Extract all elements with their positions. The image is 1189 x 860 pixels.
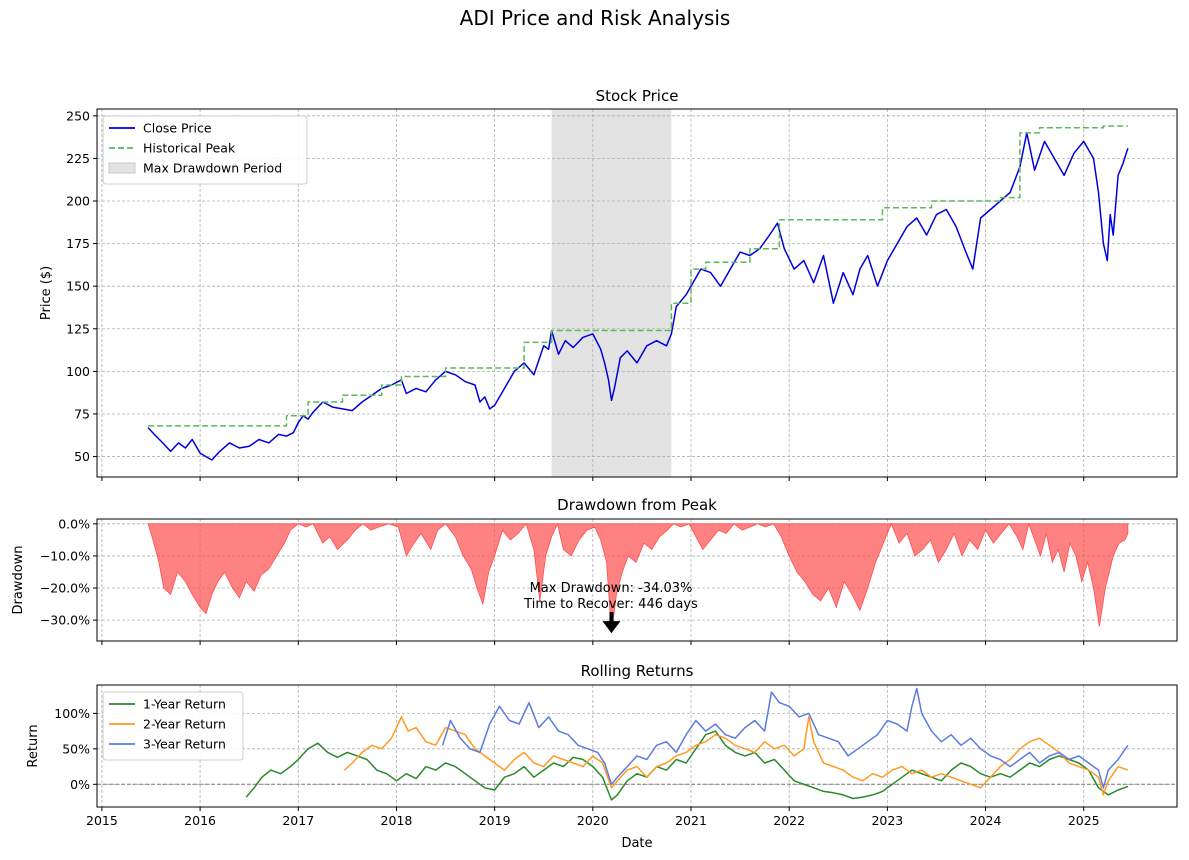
legend-label: Historical Peak: [143, 141, 236, 156]
x-tick-label: 2024: [970, 813, 1002, 828]
series-line: [441, 687, 1129, 789]
annotation-line-2: Time to Recover: 446 days: [523, 597, 698, 612]
y-axis-label: Return: [26, 724, 41, 767]
y-tick-label: 175: [66, 236, 90, 251]
legend-swatch: [108, 162, 136, 174]
y-tick-label: 50%: [62, 741, 90, 756]
x-axis-label: Date: [621, 836, 652, 851]
y-tick-label: 125: [66, 321, 90, 336]
x-tick-label: 2019: [479, 813, 511, 828]
x-tick-label: 2025: [1068, 813, 1100, 828]
annotation-line-1: Max Drawdown: -34.03%: [530, 581, 693, 596]
plot-area: 2015 2016 2017 2018 2019 2020 2021 2022 2023 2024…: [54, 684, 1178, 828]
y-tick-label: 200: [66, 194, 90, 209]
axes-frame: [96, 518, 1178, 642]
y-tick-label: 250: [66, 108, 90, 123]
x-tick-label: 2020: [577, 813, 609, 828]
y-tick-label: 150: [66, 279, 90, 294]
drawdown-area: [147, 522, 1129, 634]
max-drawdown-period: [551, 109, 672, 477]
panel-title: Rolling Returns: [581, 662, 694, 680]
y-tick-label: −10.0%: [40, 548, 90, 563]
x-tick-label: 2021: [675, 813, 707, 828]
series-line: [148, 125, 1128, 427]
axes-frame: [96, 108, 1178, 478]
plot-area: 0.0% −10.0% −20.0% −30.0%: [40, 516, 1178, 645]
series-line: [343, 716, 1129, 796]
plot-area: 50 75 100 125 150 175 200 225 250 Close Price Hist…: [66, 108, 1178, 481]
x-tick-label: 2016: [184, 813, 216, 828]
rolling-returns-panel: Rolling Returns Return Date 2015 2016 2017…: [26, 662, 1178, 851]
annotation-arrow-head: [602, 621, 621, 634]
x-tick-label: 2023: [871, 813, 903, 828]
y-tick-label: −20.0%: [40, 581, 90, 596]
legend-label: 3-Year Return: [143, 737, 226, 752]
x-tick-label: 2015: [86, 813, 118, 828]
drawdown-panel: Drawdown from Peak Drawdown 0.0% −10.0% −2…: [11, 496, 1178, 645]
legend-label: Close Price: [143, 121, 212, 136]
y-tick-label: −30.0%: [40, 613, 90, 628]
figure-title: ADI Price and Risk Analysis: [460, 6, 731, 30]
legend-label: Max Drawdown Period: [143, 161, 282, 176]
y-tick-label: 225: [66, 151, 90, 166]
legend-box: [102, 691, 244, 761]
x-tick-label: 2017: [282, 813, 314, 828]
legend-label: 1-Year Return: [143, 697, 226, 712]
stock-price-panel: Stock Price Price ($) 50 75 100 125 150 175 20…: [39, 87, 1178, 481]
legend-label: 2-Year Return: [143, 717, 226, 732]
y-tick-label: 50: [74, 449, 90, 464]
x-tick-label: 2022: [773, 813, 805, 828]
y-tick-label: 75: [74, 406, 90, 421]
panel-title: Drawdown from Peak: [557, 496, 717, 514]
y-tick-label: 100: [66, 364, 90, 379]
y-tick-label: 100%: [54, 706, 90, 721]
series-line: [245, 730, 1129, 801]
y-tick-label: 0.0%: [58, 516, 90, 531]
y-tick-label: 0%: [70, 777, 90, 792]
y-axis-label: Price ($): [39, 266, 54, 320]
legend-box: [102, 115, 308, 185]
axes-frame: [96, 684, 1178, 808]
panel-title: Stock Price: [596, 87, 679, 105]
y-axis-label: Drawdown: [11, 545, 26, 614]
x-tick-label: 2018: [381, 813, 413, 828]
